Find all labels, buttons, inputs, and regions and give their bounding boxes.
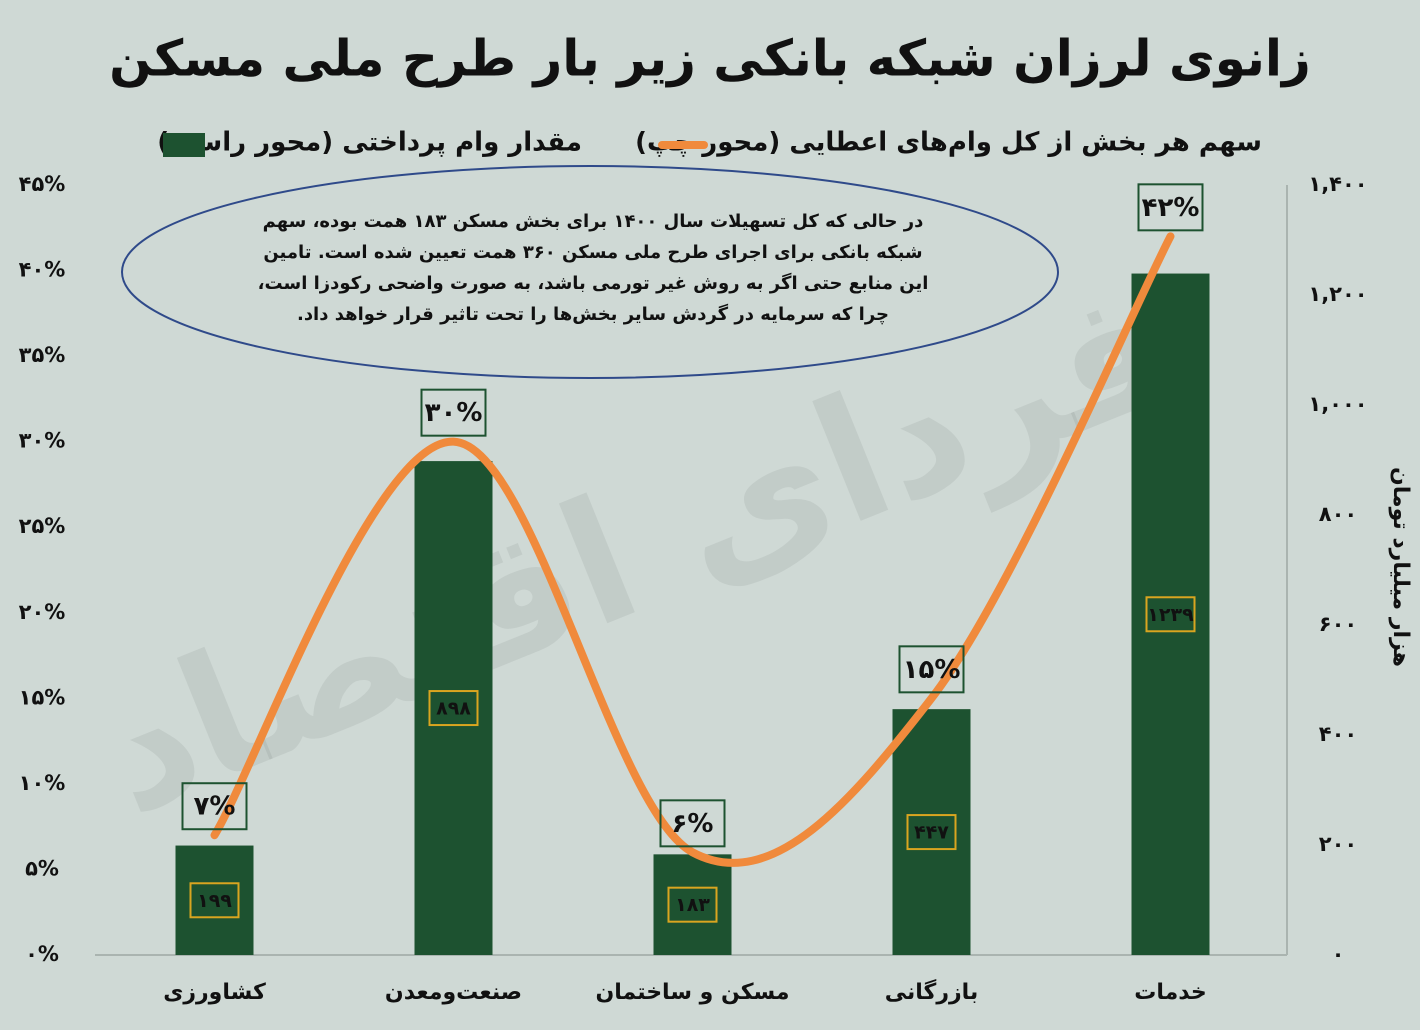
bar-label-box xyxy=(667,886,718,923)
y-tick-label: ۲۵% xyxy=(19,514,66,538)
annotation-text: شبکه بانکی برای اجرای طرح ملی مسکن ۳۶۰ ه… xyxy=(263,242,922,263)
y-tick-label: ۰% xyxy=(25,942,59,966)
bar-value-label: ۱۹۹ xyxy=(197,890,232,912)
y-tick-label: ۱۵% xyxy=(19,685,66,709)
y-tick-label: ۳۰% xyxy=(19,429,66,453)
bar-value-label: ۱۸۳ xyxy=(675,894,710,916)
y2-tick-label: ۴۰۰ xyxy=(1319,722,1357,746)
y2-tick-label: ۲۰۰ xyxy=(1319,832,1357,856)
annotation-ellipse xyxy=(121,165,1059,379)
bar xyxy=(1131,273,1210,955)
x-tick-label: کشاورزی xyxy=(163,980,266,1005)
x-tick-label: مسکن و ساختمان xyxy=(595,980,789,1005)
y-tick-label: ۵% xyxy=(25,856,59,880)
line-value-label: ۶% xyxy=(672,809,714,839)
y2-axis-title: هزار میلیارد تومان xyxy=(1388,467,1413,667)
bar-label-box xyxy=(1145,596,1196,633)
y2-tick-label: ۶۰۰ xyxy=(1319,612,1357,636)
line-label-box xyxy=(898,645,965,694)
annotation-text: چرا که سرمایه در گردش سایر بخش‌ها را تحت… xyxy=(297,303,889,325)
x-tick-label: بازرگانی xyxy=(885,978,978,1005)
line-value-label: ۳۰% xyxy=(425,398,483,428)
line-value-label: ۷% xyxy=(194,792,236,822)
bar xyxy=(892,709,971,955)
bar-value-label: ۸۹۸ xyxy=(436,698,471,720)
line-label-box xyxy=(420,388,487,437)
line-value-label: ۱۵% xyxy=(903,655,961,685)
y2-tick-label: ۰ xyxy=(1332,942,1345,966)
line-label-box xyxy=(659,799,726,848)
bar-value-label: ۴۴۷ xyxy=(914,822,949,844)
line-label-box xyxy=(181,782,248,831)
y2-tick-label: ۱,۲۰۰ xyxy=(1308,282,1367,306)
legend-swatch xyxy=(163,133,205,157)
bar-value-label: ۱۲۳۹ xyxy=(1147,604,1194,626)
bar xyxy=(414,461,493,955)
legend-label: سهم هر بخش از کل وام‌های اعطایی (محور چپ… xyxy=(635,128,1262,158)
annotation-text: در حالی که کل تسهیلات سال ۱۴۰۰ برای بخش … xyxy=(263,211,924,232)
bar xyxy=(653,854,732,955)
line xyxy=(210,232,1175,867)
bar-label-box xyxy=(189,882,240,919)
y-tick-label: ۴۵% xyxy=(19,172,66,196)
annotation-text: این منابع حتی اگر به روش غیر تورمی باشد،… xyxy=(258,272,929,294)
x-tick-label: صنعت‌ومعدن xyxy=(385,980,522,1005)
y-tick-label: ۱۰% xyxy=(19,771,66,795)
bar-label-box xyxy=(906,814,957,851)
line-value-label: ۴۲% xyxy=(1142,193,1200,223)
y2-tick-label: ۱,۰۰۰ xyxy=(1308,392,1367,416)
y2-tick-label: ۸۰۰ xyxy=(1319,502,1357,526)
y-tick-label: ۴۰% xyxy=(19,258,66,282)
y-tick-label: ۳۵% xyxy=(19,343,66,367)
y2-tick-label: ۱,۴۰۰ xyxy=(1308,172,1367,196)
x-tick-label: خدمات xyxy=(1134,980,1207,1005)
line-label-box xyxy=(1137,183,1204,232)
bar xyxy=(175,845,254,955)
legend-label: مقدار وام پرداختی (محور راست) xyxy=(157,128,582,158)
chart-title: زانوی لرزان شبکه بانکی زیر بار طرح ملی م… xyxy=(109,30,1311,89)
y-tick-label: ۲۰% xyxy=(19,600,66,624)
bar-label-box xyxy=(428,690,479,727)
